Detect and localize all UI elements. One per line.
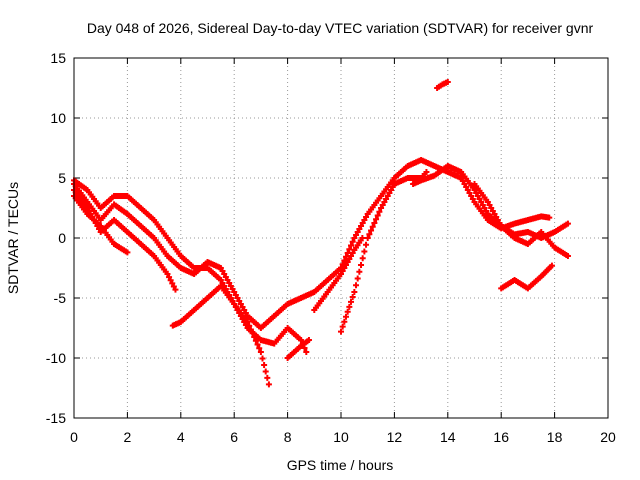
x-tick-label: 8 <box>284 429 292 445</box>
marker-track <box>284 337 312 361</box>
x-tick-label: 10 <box>333 429 349 445</box>
series-track-f <box>284 337 312 361</box>
chart-title: Day 048 of 2026, Sidereal Day-to-day VTE… <box>87 20 594 36</box>
marker-track <box>338 169 430 335</box>
x-tick-label: 16 <box>493 429 509 445</box>
series-track-l <box>434 79 451 91</box>
x-tick-label: 14 <box>440 429 456 445</box>
y-tick-label: -5 <box>54 290 67 306</box>
series-track-g <box>311 235 366 313</box>
marker-track <box>311 235 366 313</box>
series-track-k <box>498 262 555 292</box>
y-tick-label: 10 <box>50 110 66 126</box>
y-tick-label: 5 <box>58 170 66 186</box>
marker-track <box>71 177 310 355</box>
data-points <box>71 79 571 388</box>
marker-track <box>169 283 272 388</box>
x-tick-label: 0 <box>70 429 78 445</box>
y-axis-label: SDTVAR / TECUs <box>5 182 21 294</box>
x-tick-label: 6 <box>230 429 238 445</box>
series-track-h <box>338 169 430 335</box>
y-tick-labels: -15 -10 -5 0 5 10 15 <box>46 50 66 426</box>
x-axis-label: GPS time / hours <box>287 457 394 473</box>
y-tick-label: -10 <box>46 350 66 366</box>
x-tick-label: 2 <box>124 429 132 445</box>
plot-frame <box>73 57 609 419</box>
x-tick-labels: 0 2 4 6 8 10 12 14 16 18 20 <box>70 429 616 445</box>
x-tick-label: 18 <box>547 429 563 445</box>
marker-track <box>434 79 451 91</box>
x-tick-label: 4 <box>177 429 185 445</box>
y-tick-label: -15 <box>46 410 66 426</box>
y-tick-label: 0 <box>58 230 66 246</box>
series-track-j <box>471 181 571 241</box>
marker-track <box>471 181 571 241</box>
x-tick-label: 20 <box>600 429 616 445</box>
y-tick-label: 15 <box>50 50 66 66</box>
x-tick-label: 12 <box>387 429 403 445</box>
series-track-d <box>71 177 310 355</box>
marker-track <box>498 262 555 292</box>
series-track-e <box>169 283 272 388</box>
